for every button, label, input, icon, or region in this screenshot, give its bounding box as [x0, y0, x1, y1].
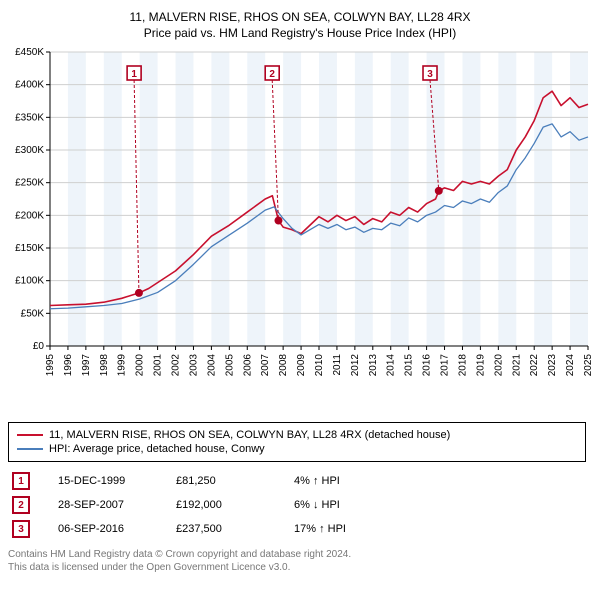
svg-text:2: 2 [269, 69, 275, 80]
svg-text:2016: 2016 [422, 354, 433, 377]
svg-text:2010: 2010 [314, 354, 325, 377]
svg-text:£200K: £200K [15, 210, 44, 221]
legend-label: 11, MALVERN RISE, RHOS ON SEA, COLWYN BA… [49, 429, 450, 441]
svg-text:2024: 2024 [565, 354, 576, 377]
svg-text:1995: 1995 [45, 354, 56, 377]
svg-text:2009: 2009 [296, 354, 307, 377]
svg-text:£300K: £300K [15, 145, 44, 156]
transaction-price: £192,000 [176, 499, 266, 511]
svg-text:1998: 1998 [99, 354, 110, 377]
chart-legend: 11, MALVERN RISE, RHOS ON SEA, COLWYN BA… [8, 422, 586, 462]
svg-text:2015: 2015 [404, 354, 415, 377]
svg-text:2013: 2013 [368, 354, 379, 377]
transaction-marker: 1 [12, 472, 30, 490]
legend-label: HPI: Average price, detached house, Conw… [49, 443, 265, 455]
transaction-delta: 6% ↓ HPI [294, 499, 384, 511]
svg-text:£350K: £350K [15, 112, 44, 123]
transaction-date: 06-SEP-2016 [58, 523, 148, 535]
page-title: 11, MALVERN RISE, RHOS ON SEA, COLWYN BA… [8, 10, 592, 24]
svg-text:2019: 2019 [475, 354, 486, 377]
legend-swatch [17, 448, 43, 450]
svg-text:£450K: £450K [15, 47, 44, 58]
svg-text:2002: 2002 [171, 354, 182, 377]
transaction-delta: 4% ↑ HPI [294, 475, 384, 487]
svg-text:2001: 2001 [153, 354, 164, 377]
svg-text:2018: 2018 [457, 354, 468, 377]
legend-item: 11, MALVERN RISE, RHOS ON SEA, COLWYN BA… [17, 429, 577, 441]
svg-text:2012: 2012 [350, 354, 361, 377]
svg-text:£50K: £50K [21, 308, 45, 319]
svg-text:2004: 2004 [206, 354, 217, 377]
legend-item: HPI: Average price, detached house, Conw… [17, 443, 577, 455]
footer-line-1: Contains HM Land Registry data © Crown c… [8, 548, 592, 561]
svg-text:£250K: £250K [15, 178, 44, 189]
svg-text:1999: 1999 [117, 354, 128, 377]
svg-text:£150K: £150K [15, 243, 44, 254]
svg-text:2006: 2006 [242, 354, 253, 377]
transaction-date: 15-DEC-1999 [58, 475, 148, 487]
transaction-marker: 2 [12, 496, 30, 514]
svg-text:1997: 1997 [81, 354, 92, 377]
svg-text:2000: 2000 [135, 354, 146, 377]
transaction-price: £237,500 [176, 523, 266, 535]
svg-text:2022: 2022 [529, 354, 540, 377]
svg-text:2025: 2025 [583, 354, 592, 377]
page-subtitle: Price paid vs. HM Land Registry's House … [8, 26, 592, 40]
footer-attribution: Contains HM Land Registry data © Crown c… [8, 548, 592, 574]
svg-text:2008: 2008 [278, 354, 289, 377]
svg-text:1996: 1996 [63, 354, 74, 377]
svg-text:2007: 2007 [260, 354, 271, 377]
svg-text:2017: 2017 [440, 354, 451, 377]
svg-text:£100K: £100K [15, 276, 44, 287]
transaction-row: 2 28-SEP-2007 £192,000 6% ↓ HPI [8, 496, 568, 514]
svg-text:2014: 2014 [386, 354, 397, 377]
transactions-table: 1 15-DEC-1999 £81,250 4% ↑ HPI 2 28-SEP-2007 £… [8, 472, 568, 538]
svg-text:2021: 2021 [511, 354, 522, 377]
transaction-delta: 17% ↑ HPI [294, 523, 384, 535]
svg-text:2003: 2003 [188, 354, 199, 377]
svg-text:3: 3 [427, 69, 433, 80]
transaction-marker: 3 [12, 520, 30, 538]
svg-text:2005: 2005 [224, 354, 235, 377]
svg-text:£400K: £400K [15, 80, 44, 91]
svg-text:2020: 2020 [493, 354, 504, 377]
footer-line-2: This data is licensed under the Open Gov… [8, 561, 592, 574]
svg-text:1: 1 [131, 69, 137, 80]
price-chart: £0 £50K £100K £150K £200K £250K £300K £350K £400… [8, 46, 592, 416]
legend-swatch [17, 434, 43, 436]
svg-text:2011: 2011 [332, 354, 343, 376]
svg-text:2023: 2023 [547, 354, 558, 377]
transaction-price: £81,250 [176, 475, 266, 487]
svg-text:£0: £0 [33, 341, 45, 352]
transaction-row: 3 06-SEP-2016 £237,500 17% ↑ HPI [8, 520, 568, 538]
transaction-date: 28-SEP-2007 [58, 499, 148, 511]
transaction-row: 1 15-DEC-1999 £81,250 4% ↑ HPI [8, 472, 568, 490]
